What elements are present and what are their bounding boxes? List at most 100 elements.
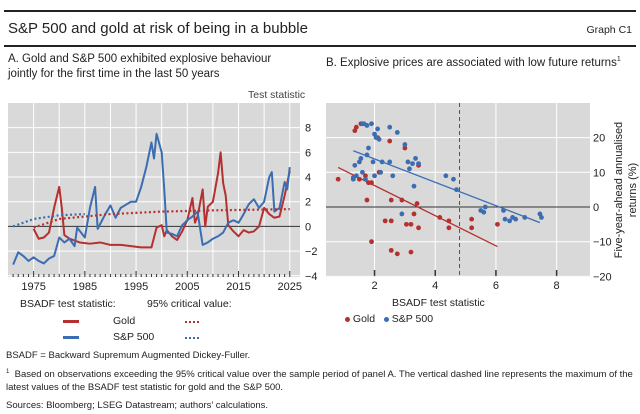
s-p-500-point [358,156,364,161]
s-p-500-point [366,145,371,151]
gold-point [369,239,374,245]
s-p-500-point [372,173,377,179]
s-p-500-point [387,159,393,165]
graph-title: S&P 500 and gold at risk of being in a b… [8,20,308,37]
s-p-500-point [363,176,368,182]
s-p-500-point [416,161,421,167]
panel-a-plot: −4 −2 0 2 4 6 8 1975 1985 1995 2005 2015 2025 [8,103,318,293]
sp500-line-icon [63,336,79,339]
sp500-dot-icon [383,316,389,322]
panel-a-axis-unit: Test statistic [248,89,306,101]
title-rule [4,45,636,47]
gold-point [469,225,475,231]
s-p-500-point [410,161,415,167]
y-tick-label: −20 [593,271,612,283]
y-tick-label: 0 [305,221,311,233]
gold-point [388,197,394,203]
s-p-500-point [350,175,356,180]
x-tick-label: 2015 [226,281,250,293]
panel-a-title-line1: A. Gold and S&P 500 exhibited explosive … [8,53,272,65]
s-p-500-point [369,121,374,127]
abbrev-note: BSADF = Backward Supremum Augmented Dick… [6,350,251,361]
x-tick-label: 1985 [73,281,97,293]
panel-b-plot: 2 4 6 8 −20 −10 0 10 20 [326,103,612,292]
x-tick-label: 1975 [21,281,45,293]
gold-point [416,225,421,231]
legend-sp500: S&P 500 [391,313,434,325]
y-tick-label: 10 [593,167,605,179]
gold-point [364,197,370,203]
legend-critical-heading: 95% critical value: [147,298,232,310]
top-rule [4,10,636,12]
y-tick-label: 6 [305,147,311,159]
gold-point [335,176,341,182]
s-p-500-point [451,176,456,182]
gold-point [495,221,500,227]
gold-point [411,211,417,217]
y-tick-label: −10 [593,237,612,249]
y-tick-label: 0 [593,202,599,214]
s-p-500-point [352,162,358,168]
legend-bsadf-heading: BSADF test statistic: [20,298,116,310]
gold-point [363,173,368,179]
s-p-500-point [413,156,418,161]
x-tick-label: 2025 [278,281,302,293]
s-p-500-point [394,129,400,135]
panel-a-title: A. Gold and S&P 500 exhibited explosive … [8,52,271,82]
x-tick-label: 4 [432,280,438,292]
s-p-500-point [390,173,396,179]
s-p-500-fit-line [353,150,541,224]
s-p-500-point [387,124,393,130]
gold-point [394,251,400,257]
footnote-ref: 1 [616,56,621,63]
s-p-500-point [402,142,408,147]
s-p-500-point [376,136,382,142]
s-p-500-point [407,166,412,172]
x-tick-label: 6 [493,280,499,292]
gold-point [408,221,414,227]
panel-b-legend: Gold S&P 500 [345,313,433,325]
s-p-500-point [539,215,544,220]
gold-point [387,138,393,144]
s-p-500-point [502,216,508,222]
graph-id: Graph C1 [586,24,632,36]
gold-point [388,218,394,224]
legend-sp500-line: S&P 500 [113,331,155,343]
sp500-dotted-icon [185,337,199,339]
y-tick-label: −4 [305,271,318,283]
x-tick-label: 1995 [124,281,148,293]
gold-line-icon [63,320,79,323]
gold-dot-icon [345,316,350,322]
footnote: 1 Based on observations exceeding the 95… [6,366,634,394]
panel-b-xlabel: BSADF test statistic [392,297,485,309]
s-p-500-point [481,209,487,215]
legend-gold: Gold [352,313,376,325]
s-p-500-point [405,159,411,165]
gold-point [414,201,420,206]
panel-b-title-text: B. Explosive prices are associated with … [326,56,617,69]
s-p-500-point [378,169,384,175]
panel-a-title-line2: jointly for the first time in the last 5… [8,68,220,80]
gold-dotted-icon [185,321,199,323]
gold-point [404,221,409,227]
y-tick-label: 4 [305,172,311,184]
gold-point [408,249,414,255]
panel-b-title: B. Explosive prices are associated with … [326,52,621,71]
gold-point [402,145,408,151]
s-p-500-point [375,126,380,132]
sources-note: Sources: Bloomberg; LSEG Datastream; aut… [6,400,269,411]
footnote-mark: 1 [6,369,10,375]
gold-point [469,216,475,222]
s-p-500-point [411,183,417,189]
s-p-500-point [507,218,512,224]
s-p-500-point [443,173,449,179]
footnote-text: Based on observations exceeding the 95% … [6,369,633,394]
panel-b-ylabel-line1: Five-year-ahead annualised [613,122,625,258]
series-s-p-500-95-critical-value [12,212,85,228]
y-tick-label: 2 [305,197,311,209]
gold-point [382,218,388,224]
s-p-500-point [370,159,376,165]
panel-b-ylabel-line2: returns (%) [627,163,639,217]
